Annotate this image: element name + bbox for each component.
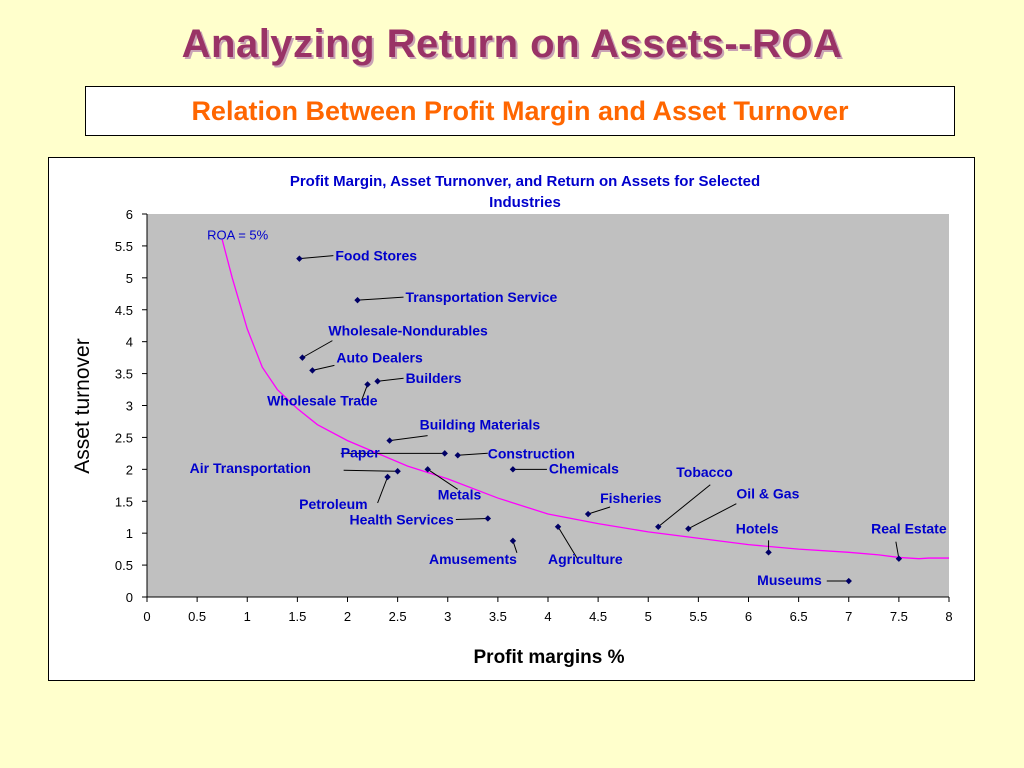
point-label: Transportation Service (406, 289, 558, 305)
point-label: Wholesale Trade (267, 392, 378, 408)
y-tick-label: 6 (126, 207, 133, 222)
x-tick-label: 6 (745, 609, 752, 624)
leader-line (457, 452, 488, 456)
x-tick-label: 4 (544, 609, 551, 624)
leader-line (299, 255, 334, 260)
plot-area (147, 214, 949, 597)
data-point (364, 381, 371, 388)
x-tick-label: 1 (244, 609, 251, 624)
leader-line (895, 541, 900, 559)
data-point (386, 437, 393, 444)
x-tick-label: 2 (344, 609, 351, 624)
data-point (384, 473, 391, 481)
data-point (299, 354, 306, 361)
y-tick-label: 2 (126, 462, 133, 477)
roa-curve (221, 239, 949, 560)
y-tick-label: 2.5 (115, 430, 133, 445)
slide-subtitle: Relation Between Profit Margin and Asset… (85, 86, 955, 136)
y-tick-label: 3.5 (115, 367, 133, 382)
data-point (424, 466, 431, 473)
point-label: Construction (488, 445, 575, 461)
leader-line (377, 377, 404, 382)
x-tick-label: 0 (143, 609, 150, 624)
leader-line (688, 503, 737, 530)
point-label: Auto Dealers (336, 349, 423, 365)
data-point (374, 378, 381, 385)
y-tick-label: 5 (126, 271, 133, 286)
point-label: Health Services (350, 511, 454, 527)
x-tick-label: 6.5 (790, 609, 808, 624)
data-point (765, 549, 772, 556)
point-label: Chemicals (549, 460, 619, 476)
point-label: Oil & Gas (736, 486, 799, 502)
point-label: Museums (757, 572, 822, 588)
y-tick-label: 1.5 (115, 494, 133, 509)
point-label: Paper (341, 444, 380, 460)
x-tick-label: 7 (845, 609, 852, 624)
x-tick-label: 1.5 (288, 609, 306, 624)
point-label: Building Materials (420, 417, 541, 433)
x-axis-label: Profit margins % (474, 647, 625, 668)
x-tick-label: 2.5 (389, 609, 407, 624)
y-tick-label: 4.5 (115, 303, 133, 318)
data-point (655, 523, 662, 530)
leader-line (361, 384, 369, 401)
point-label: Wholesale-Nondurables (328, 323, 488, 339)
data-point (296, 255, 303, 262)
leader-line (312, 364, 335, 371)
chart-frame: Profit Margin, Asset Turnonver, and Retu… (48, 157, 975, 681)
leader-line (357, 296, 404, 301)
x-tick-label: 5.5 (689, 609, 707, 624)
y-tick-label: 4 (126, 335, 133, 350)
point-label: Amusements (429, 551, 517, 567)
x-tick-label: 3 (444, 609, 451, 624)
slide-title: Analyzing Return on Assets--ROA (181, 22, 843, 66)
leader-line (343, 469, 398, 472)
x-tick-label: 5 (645, 609, 652, 624)
y-tick-label: 5.5 (115, 239, 133, 254)
x-tick-label: 7.5 (890, 609, 908, 624)
point-label: Builders (406, 370, 462, 386)
leader-line (389, 435, 428, 442)
leader-line (427, 468, 458, 490)
y-tick-label: 3 (126, 399, 133, 414)
point-label: Metals (438, 486, 482, 502)
leader-line (587, 506, 611, 515)
point-label: Food Stores (335, 248, 417, 264)
y-tick-label: 1 (126, 526, 133, 541)
data-point (394, 468, 401, 475)
point-label: Hotels (736, 520, 779, 536)
leader-line (557, 526, 579, 561)
leader-line (377, 476, 389, 504)
leader-line (302, 340, 333, 359)
x-tick-label: 0.5 (188, 609, 206, 624)
x-tick-label: 3.5 (489, 609, 507, 624)
data-point (509, 537, 517, 545)
chart-title-line-2: Industries (489, 194, 561, 211)
data-point (309, 367, 316, 374)
chart-title-line-1: Profit Margin, Asset Turnonver, and Retu… (290, 173, 760, 190)
x-tick-label: 4.5 (589, 609, 607, 624)
point-label: Real Estate (871, 521, 947, 537)
y-axis-label: Asset turnover (71, 338, 94, 473)
point-label: Tobacco (676, 464, 733, 480)
roa-curve-label: ROA = 5% (207, 228, 268, 243)
point-label: Fisheries (600, 490, 662, 506)
point-label: Agriculture (548, 551, 623, 567)
point-label: Air Transportation (190, 460, 311, 476)
x-tick-label: 8 (945, 609, 952, 624)
data-point (484, 515, 492, 522)
leader-line (455, 517, 488, 520)
data-point (354, 296, 361, 304)
y-tick-label: 0.5 (115, 558, 133, 573)
point-label: Petroleum (299, 496, 367, 512)
scatter-chart: Profit Margin, Asset Turnonver, and Retu… (71, 173, 953, 668)
data-point (454, 452, 461, 459)
data-point (441, 450, 448, 457)
data-point (554, 523, 562, 530)
leader-line (657, 484, 711, 528)
y-tick-label: 0 (126, 590, 133, 605)
